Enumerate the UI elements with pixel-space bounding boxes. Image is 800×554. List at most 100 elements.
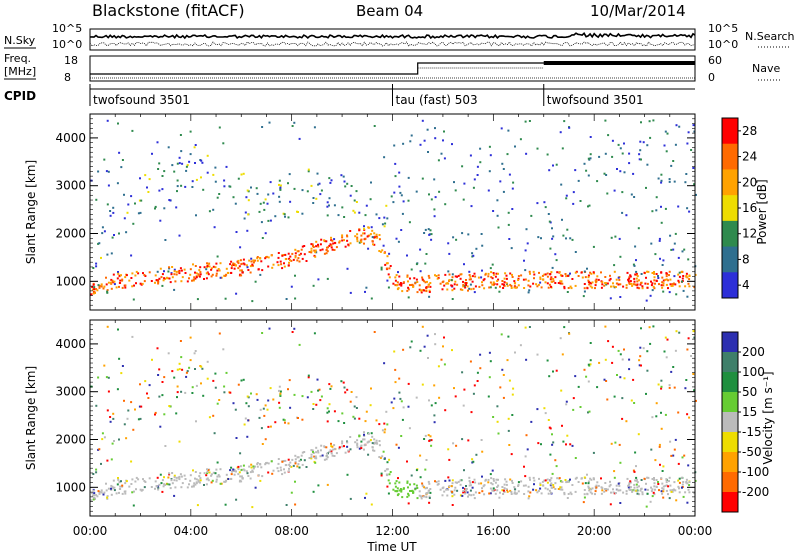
power-echo [665,283,668,286]
power-echo [110,281,112,284]
power-echo [396,284,399,287]
power-echo [224,297,227,300]
velocity-echo [587,411,589,414]
power-echo [416,291,419,294]
velocity-echo [250,463,253,466]
power-echo [605,283,608,286]
power-echo [317,278,320,281]
velocity-echo [618,484,621,487]
power-echo [279,184,282,187]
velocity-echo [288,379,291,382]
velocity-echo [414,488,417,491]
power-echo [274,215,277,218]
range-tick-label: 4000 [55,337,86,351]
power-echo [225,165,228,168]
velocity-echo [462,491,465,494]
velocity-echo [574,477,577,480]
power-echo [97,170,100,173]
power-echo [499,180,502,183]
velocity-echo [609,503,612,506]
velocity-echo [346,445,349,448]
velocity-echo [333,455,336,457]
power-echo [606,282,609,285]
velocity-echo [645,392,647,395]
power-echo [550,280,553,283]
velocity-echo [423,486,426,489]
velocity-echo [639,355,642,358]
power-echo [448,279,451,282]
velocity-echo [366,441,369,444]
power-echo [143,280,146,283]
velocity-echo [319,399,322,402]
velocity-echo [686,348,689,351]
power-echo [91,286,94,288]
power-echo [468,270,471,273]
velocity-echo [167,476,170,479]
velocity-echo [320,444,323,447]
velocity-echo [332,448,335,451]
velocity-echo [299,458,302,461]
power-echo [148,271,151,274]
power-echo [258,210,261,213]
velocity-echo [156,476,159,479]
velocity-echo [560,389,563,392]
power-echo [118,282,121,284]
velocity-echo [646,492,649,495]
velocity-echo [386,468,389,471]
power-echo [197,274,200,277]
velocity-echo [546,478,549,481]
velocity-echo [371,446,374,449]
velocity-echo [565,400,568,403]
velocity-echo [419,349,422,352]
velocity-echo [443,490,446,493]
power-echo [148,178,151,181]
velocity-echo [421,383,424,386]
power-echo [168,277,171,280]
power-echo [380,268,383,271]
velocity-echo [440,358,443,361]
velocity-echo [421,482,424,485]
velocity-echo [468,493,471,496]
power-echo [425,253,428,255]
velocity-echo [583,476,586,479]
power-echo [527,291,530,294]
power-echo [489,281,492,284]
velocity-echo [495,478,498,481]
power-echo [131,272,134,275]
velocity-echo [462,404,465,407]
power-echo [267,265,270,268]
power-echo [207,273,210,276]
velocity-echo [614,441,617,444]
velocity-echo [279,394,282,397]
velocity-echo [259,463,262,466]
power-echo [673,242,676,245]
velocity-echo [116,483,119,486]
power-echo [473,291,476,294]
power-echo [252,259,255,262]
power-echo [539,276,542,279]
velocity-echo [384,469,387,472]
power-echo [542,278,545,281]
velocity-echo [400,435,403,437]
power-echo [462,283,465,286]
velocity-echo [267,425,270,428]
velocity-echo [283,468,285,471]
velocity-echo [268,327,271,330]
power-echo [147,191,150,193]
velocity-echo [293,327,296,330]
time-tick-label: 00:00 [678,524,713,538]
power-echo [650,242,653,245]
velocity-echo [100,489,103,492]
power-echo [240,262,243,265]
velocity-echo [102,493,105,496]
power-echo [326,205,329,208]
power-echo [452,236,455,239]
power-echo [220,276,223,279]
power-echo [525,152,528,155]
power-echo [457,274,460,277]
velocity-echo [635,465,637,468]
power-echo [466,285,469,288]
power-echo [669,278,672,281]
velocity-echo [343,422,346,424]
